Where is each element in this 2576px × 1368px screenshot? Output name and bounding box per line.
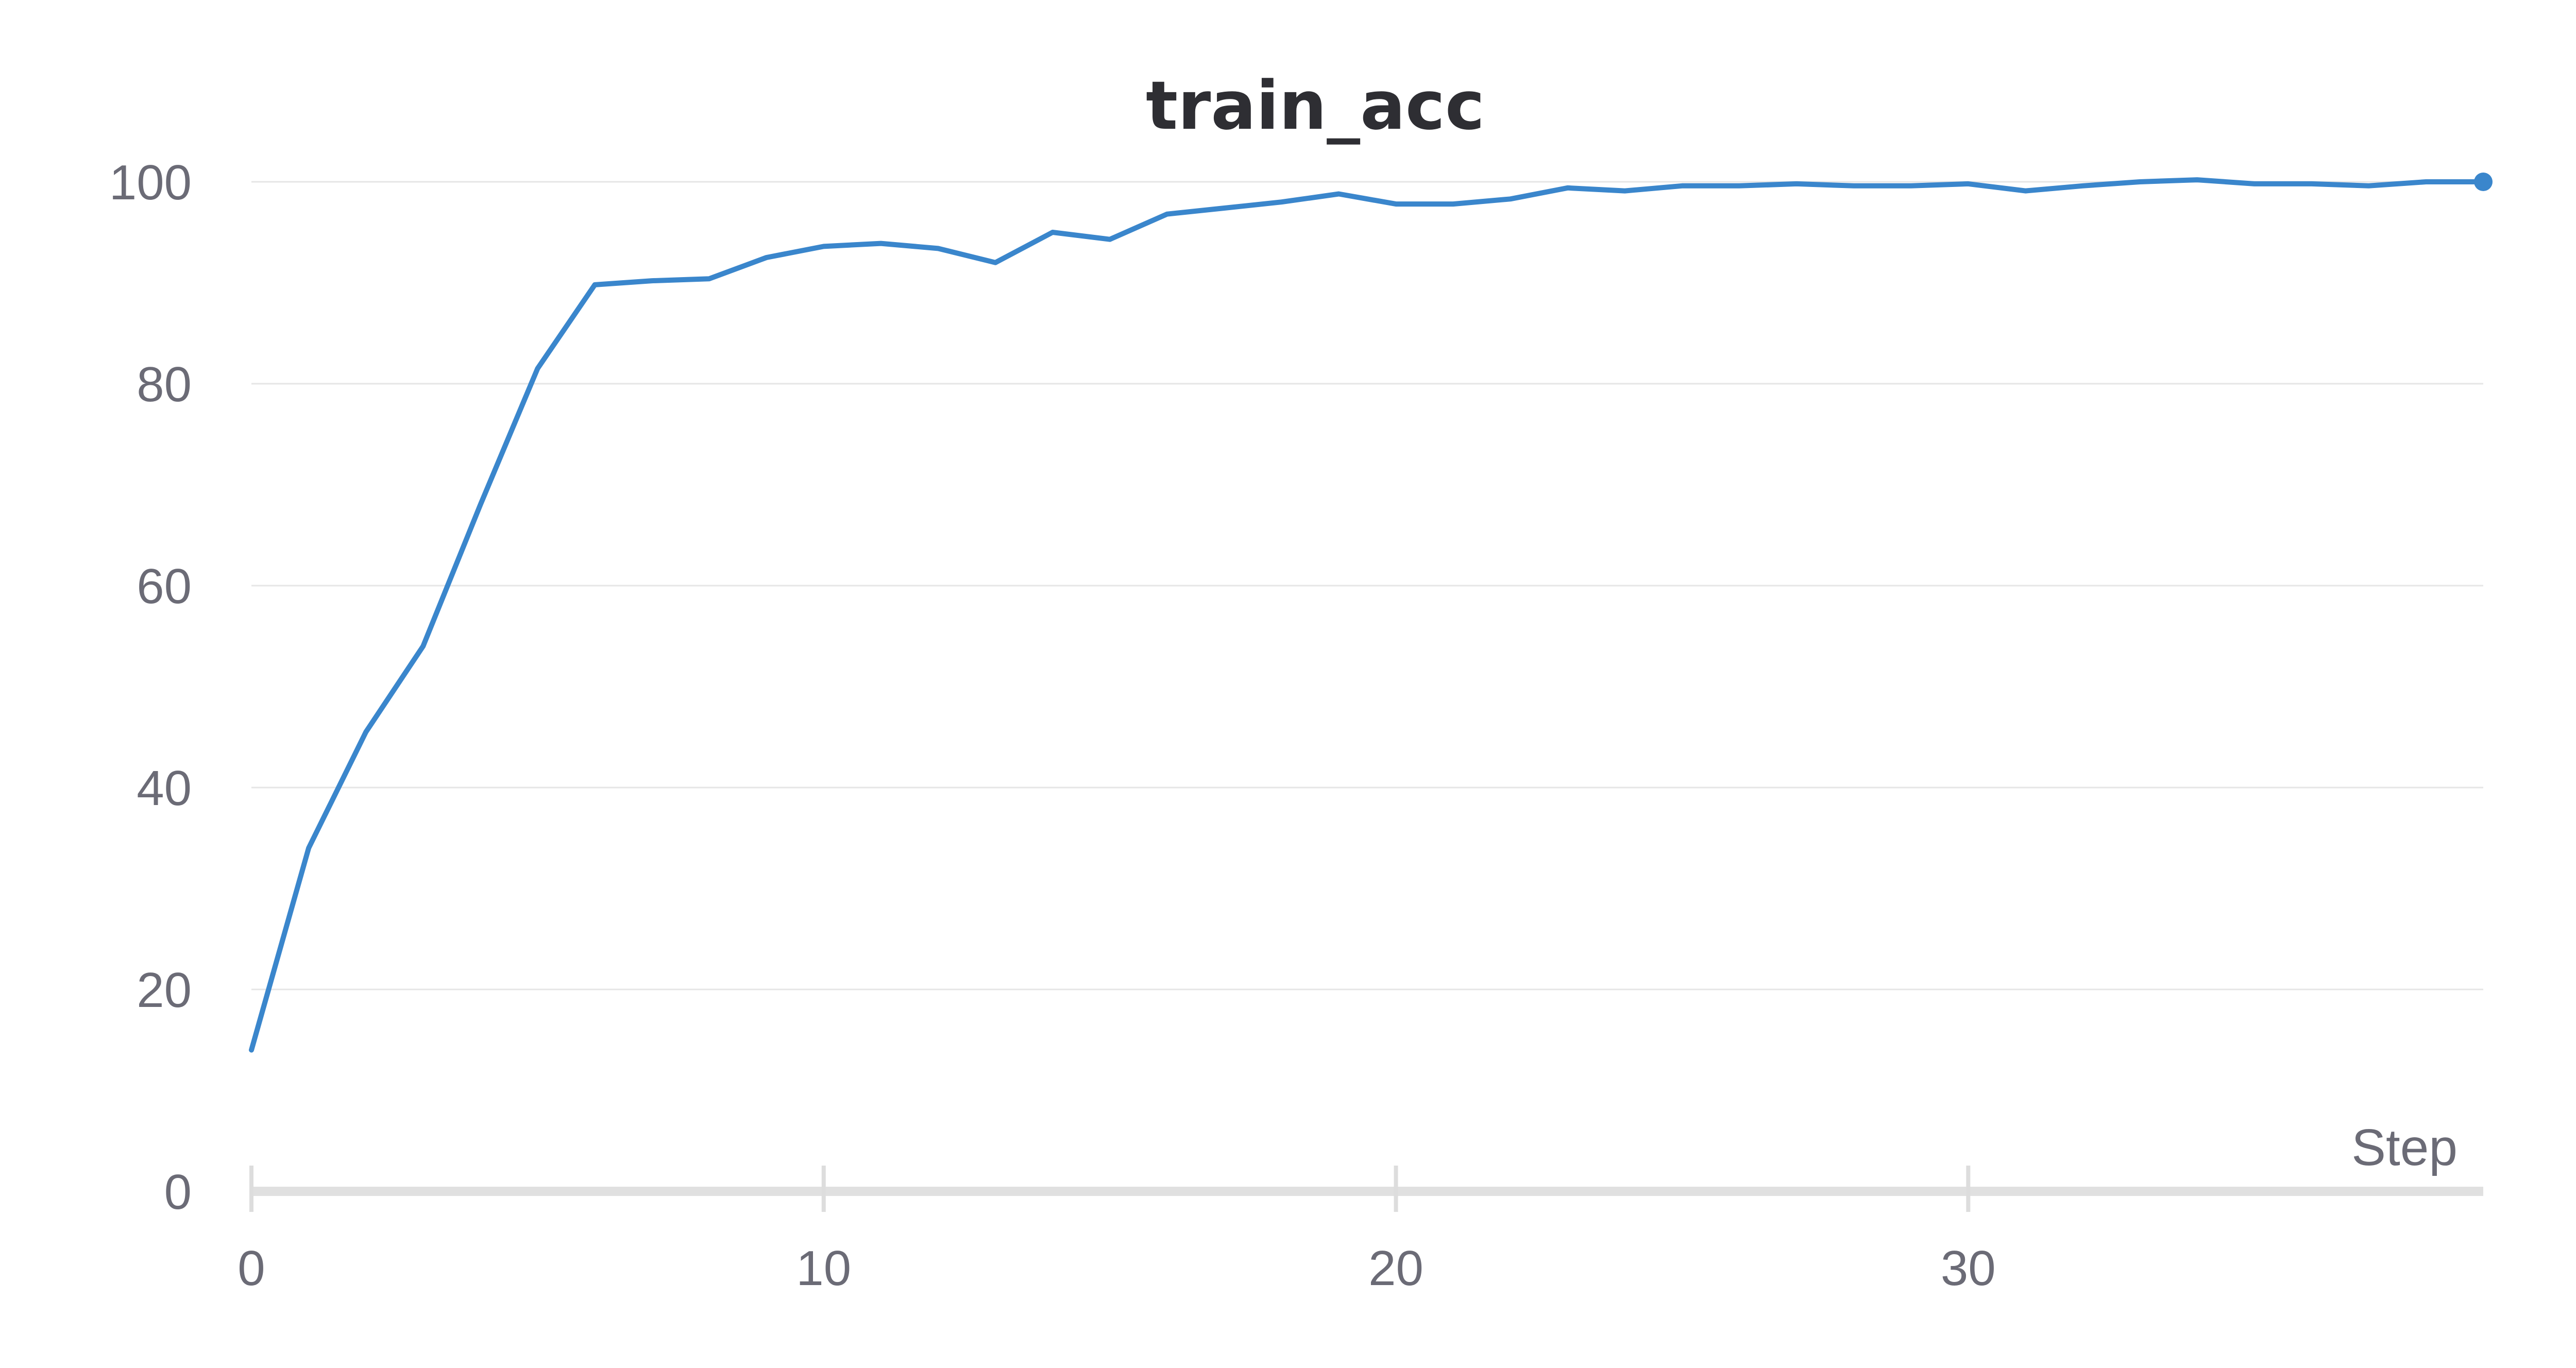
y-tick-label-20: 20: [137, 963, 192, 1018]
y-tick-label-80: 80: [137, 357, 192, 412]
series-last-point-marker: [2474, 173, 2493, 191]
y-tick-label-0: 0: [164, 1165, 192, 1220]
x-tick-label-20: 20: [1368, 1241, 1423, 1296]
series-line-0: [249, 177, 2486, 1053]
x-tick-label-0: 0: [238, 1241, 265, 1296]
series-layer: [249, 173, 2493, 1053]
x-axis-label: Step: [2351, 1119, 2458, 1176]
y-axis: 0 20 40 60 80 100: [109, 155, 192, 1220]
y-tick-label-40: 40: [137, 761, 192, 816]
x-axis-ticks: 0 10 20 30: [238, 1166, 1996, 1296]
y-tick-label-100: 100: [109, 155, 192, 210]
x-tick-label-30: 30: [1941, 1241, 1996, 1296]
y-tick-label-60: 60: [137, 559, 192, 614]
gridlines: [251, 181, 2483, 990]
x-tick-label-10: 10: [796, 1241, 851, 1296]
chart-title: train_acc: [1146, 66, 1485, 145]
